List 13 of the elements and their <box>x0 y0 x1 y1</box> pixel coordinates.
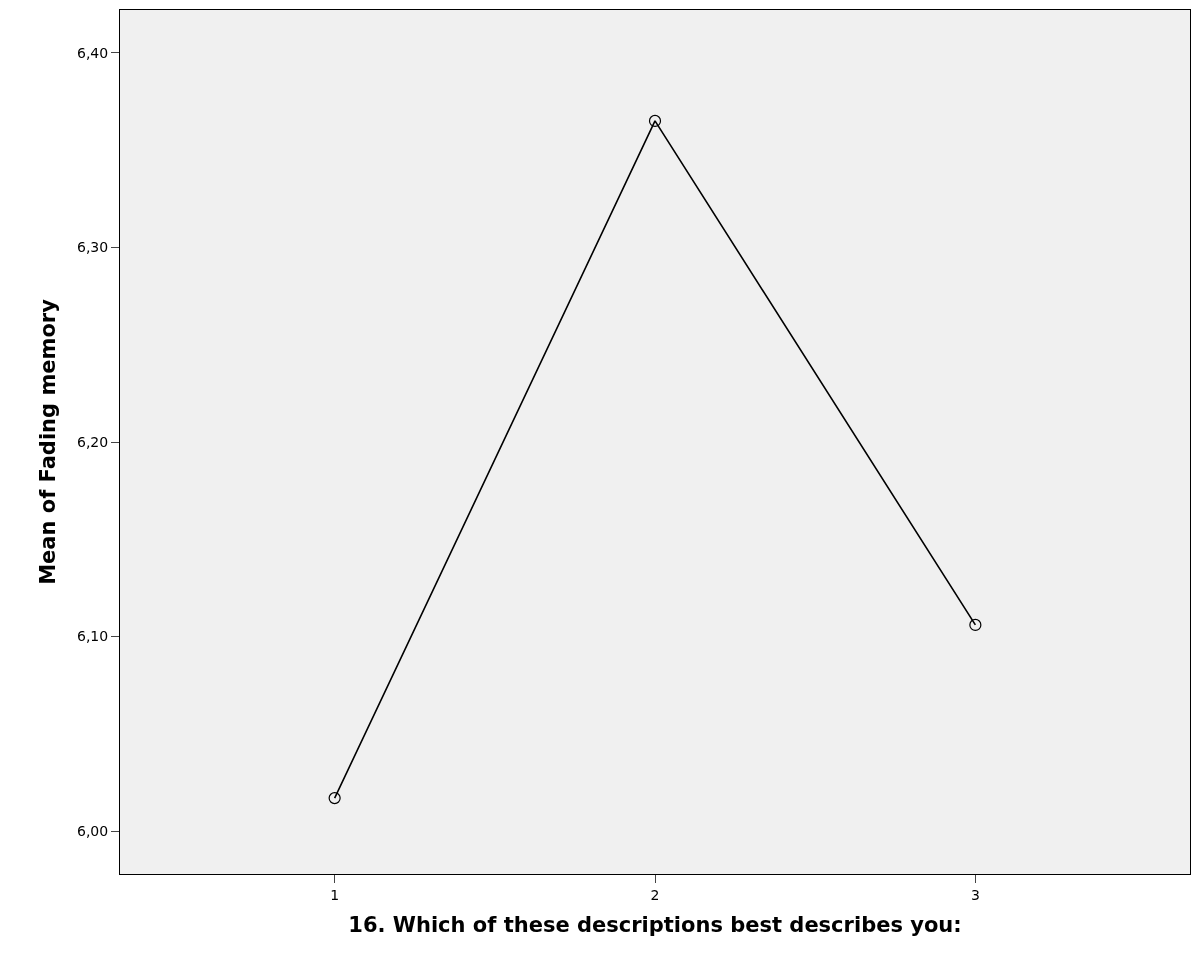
y-tick-label: 6,30 <box>77 239 109 256</box>
x-tick-label: 2 <box>650 886 660 903</box>
y-tick-label: 6,10 <box>77 628 109 645</box>
y-tick-label: 6,20 <box>77 433 109 450</box>
point <box>648 114 662 128</box>
x-axis-title: 16. Which of these descriptions best describes you: <box>348 913 962 937</box>
x-tick-label: 1 <box>330 886 340 903</box>
y-axis-title: Mean of Fading memory <box>36 298 61 585</box>
y-tick-label: 6,40 <box>77 44 109 61</box>
point <box>969 618 982 632</box>
point <box>328 792 341 805</box>
y-tick-label: 6,00 <box>77 823 109 840</box>
x-tick-label: 3 <box>970 886 980 903</box>
